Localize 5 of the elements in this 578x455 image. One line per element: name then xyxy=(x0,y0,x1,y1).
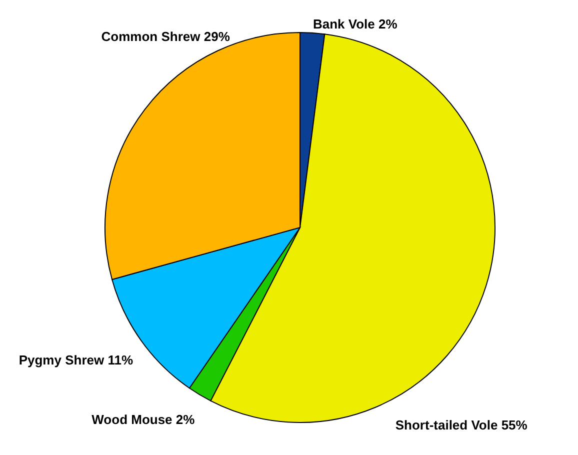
slice-label: Common Shrew 29% xyxy=(101,28,230,44)
slice-label: Short-tailed Vole 55% xyxy=(395,418,528,433)
slice-label: Bank Vole 2% xyxy=(313,16,398,32)
slice-label: Wood Mouse 2% xyxy=(92,412,196,427)
slice-label: Pygmy Shrew 11% xyxy=(18,352,134,368)
